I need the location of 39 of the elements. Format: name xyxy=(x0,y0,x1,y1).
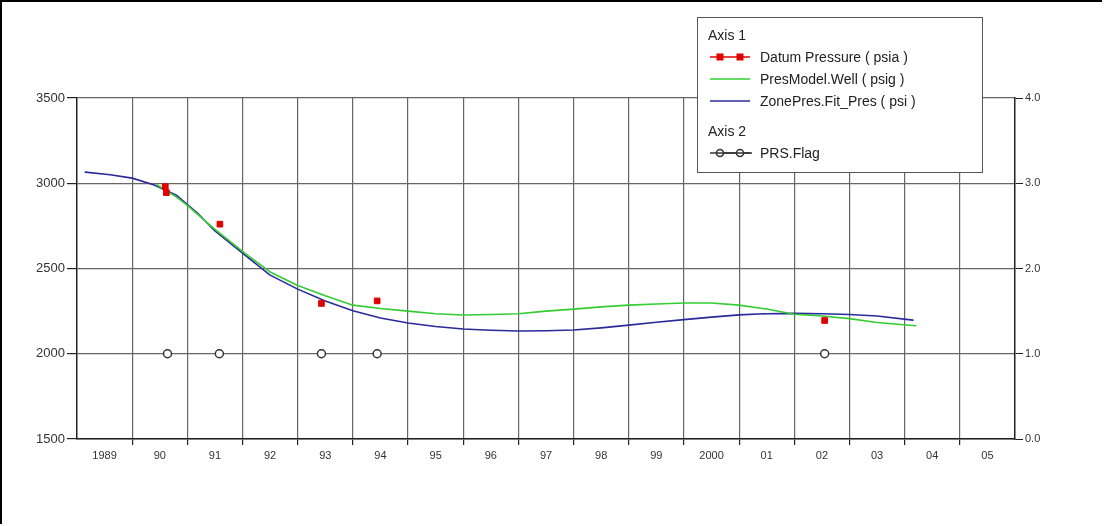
point xyxy=(161,183,169,190)
y-tick-label: 1500 xyxy=(36,430,65,446)
legend-label: Datum Pressure ( psia ) xyxy=(760,49,908,65)
point xyxy=(373,297,381,305)
y2-tick-label: 2.0 xyxy=(1025,261,1041,274)
x-tick-label: 96 xyxy=(484,448,497,461)
legend-label: ZonePres.Fit_Pres ( psi ) xyxy=(760,93,916,109)
legend-title: Axis 1 xyxy=(708,26,748,45)
legend-label: PRS.Flag xyxy=(760,145,820,161)
x-tick-label: 93 xyxy=(319,448,332,461)
x-tick-label: 03 xyxy=(870,448,884,461)
point xyxy=(216,220,224,228)
x-tick-label: 92 xyxy=(263,448,277,461)
x-tick-label: 04 xyxy=(926,448,939,461)
y2-tick-label: 1.0 xyxy=(1025,346,1041,359)
y-tick-label: 3000 xyxy=(36,174,65,190)
x-tick-label: 2000 xyxy=(699,448,724,461)
x-tick-label: 02 xyxy=(815,448,829,461)
x-tick-label: 95 xyxy=(429,448,442,461)
y2-tick-label: 3.0 xyxy=(1025,176,1041,189)
x-tick-label: 91 xyxy=(208,448,222,461)
point xyxy=(318,300,325,307)
x-tick-label: 98 xyxy=(595,448,608,461)
y2-tick-label: 4.0 xyxy=(1025,91,1041,104)
x-tick-label: 90 xyxy=(153,448,166,461)
y-tick-label: 3500 xyxy=(36,89,65,105)
x-tick-label: 05 xyxy=(981,448,994,461)
point xyxy=(163,189,170,196)
point xyxy=(821,317,828,324)
y2-tick-label: 0.0 xyxy=(1025,432,1041,445)
y-tick-label: 2000 xyxy=(36,345,65,361)
x-tick-label: 1989 xyxy=(92,448,117,461)
x-tick-label: 97 xyxy=(539,448,553,461)
x-tick-label: 99 xyxy=(650,448,663,461)
x-tick-label: 94 xyxy=(374,448,387,461)
x-tick-label: 01 xyxy=(760,448,773,461)
annotation: Axis 2 xyxy=(708,122,748,141)
legend-label: PresModel.Well ( psig ) xyxy=(760,71,905,87)
y-tick-label: 2500 xyxy=(36,260,65,276)
